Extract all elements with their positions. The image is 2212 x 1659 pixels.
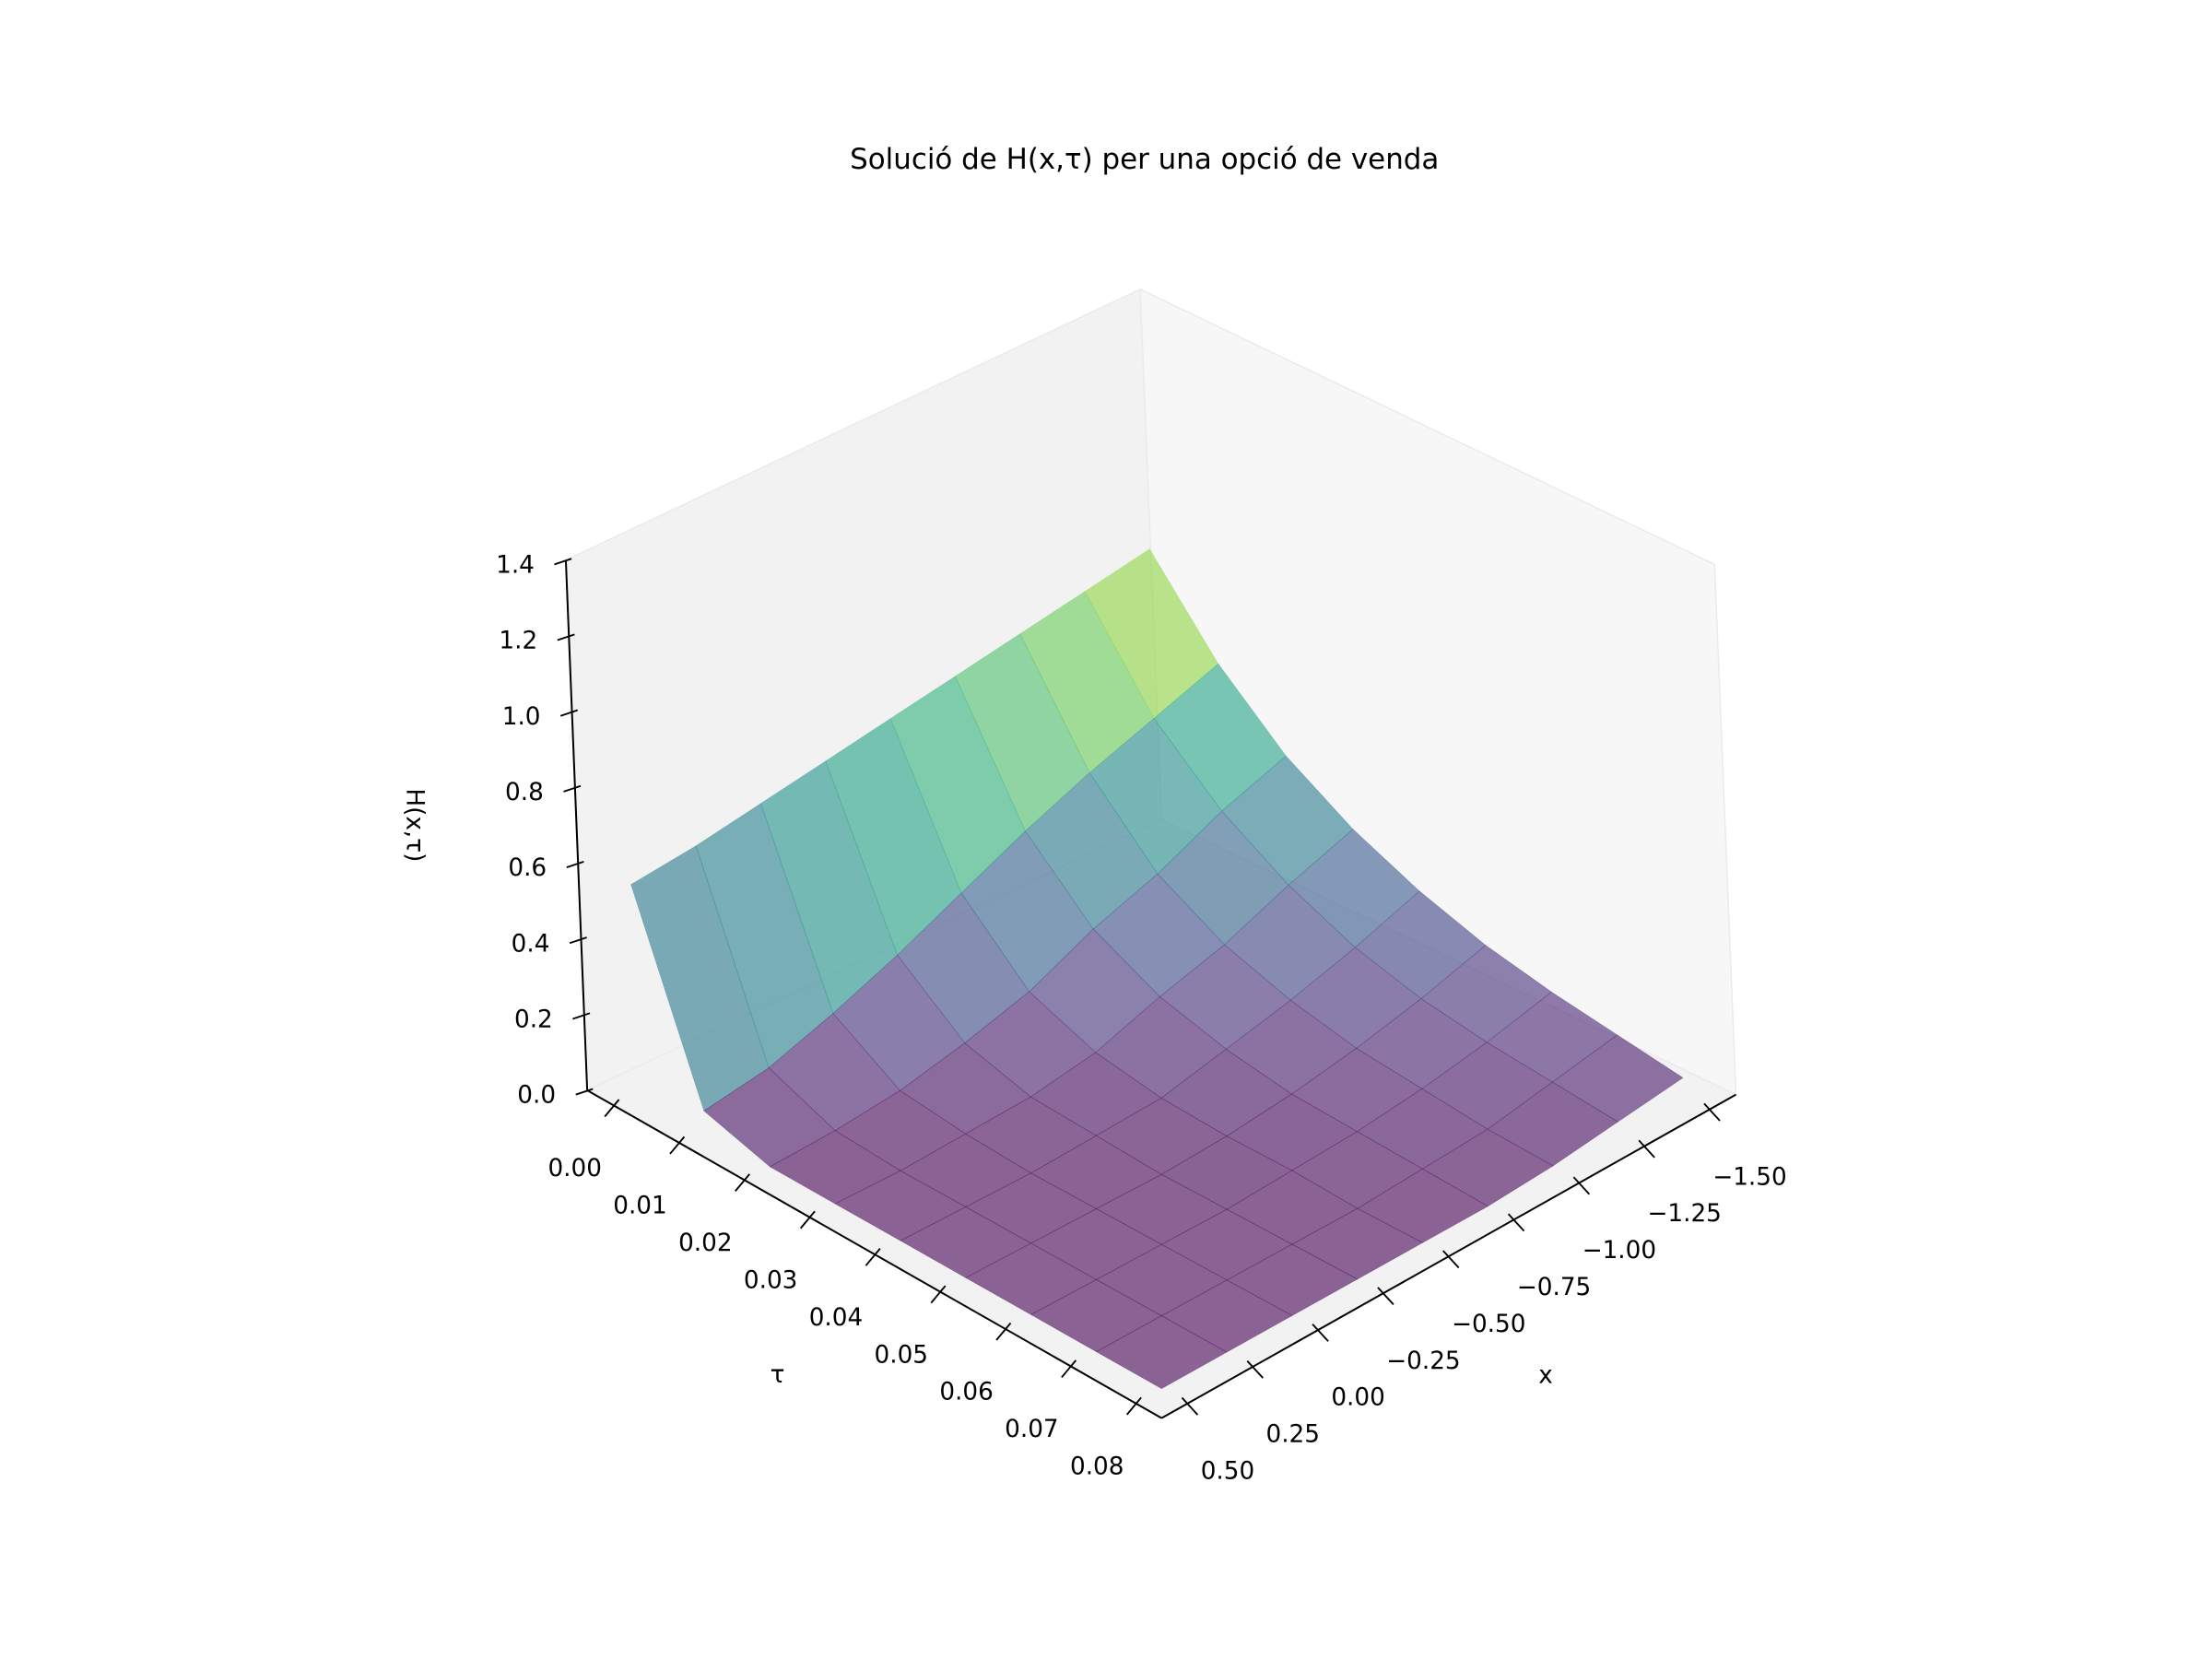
z-tick-label: 0.6 [508,854,547,882]
x-tick [1246,1360,1264,1379]
z-axis-label: H(x,τ) [401,788,429,862]
axis-line [564,559,589,1091]
x-tick-label: 0.50 [1201,1457,1254,1485]
z-tick-label: 0.2 [514,1006,553,1033]
y-tick [735,1173,750,1192]
z-tick-label: 1.0 [502,703,541,731]
z-tick [563,784,582,793]
x-tick-label: −0.25 [1386,1347,1461,1375]
x-tick [1181,1396,1199,1416]
y-tick-label: 0.04 [809,1304,863,1332]
x-tick-label: −1.25 [1647,1200,1722,1228]
z-tick-label: 1.4 [496,551,535,579]
y-tick-label: 0.03 [744,1266,797,1294]
x-tick [1703,1102,1721,1122]
y-tick-label: 0.07 [1005,1416,1058,1443]
x-tick [1507,1213,1525,1232]
z-tick-label: 0.4 [512,930,550,958]
x-axis-label: x [1538,1362,1553,1390]
y-tick-label: 0.05 [875,1341,928,1369]
x-tick [1377,1287,1394,1306]
z-tick-label: 0.0 [517,1082,556,1110]
x-tick-label: −0.50 [1452,1311,1526,1338]
z-tick [566,861,584,868]
y-tick [930,1285,947,1304]
z-tick [575,1088,594,1096]
z-tick [554,558,572,566]
y-tick-label: 0.00 [547,1155,601,1182]
x-tick [1442,1250,1460,1269]
x-tick-label: 0.25 [1266,1421,1320,1449]
x-tick-label: −1.50 [1712,1163,1787,1191]
z-tick-label: 0.8 [505,779,544,806]
x-tick-label: 0.00 [1331,1384,1384,1412]
y-axis-label: τ [771,1361,785,1389]
z-tick [559,709,579,717]
y-tick [865,1248,881,1266]
x-tick-label: −1.00 [1583,1237,1656,1265]
y-tick [995,1322,1012,1341]
x-tick [1572,1176,1591,1195]
x-tick-label: −0.75 [1517,1274,1592,1301]
y-tick-label: 0.01 [613,1193,666,1220]
y-tick-label: 0.06 [939,1379,993,1406]
z-tick [557,633,575,641]
y-tick [1061,1359,1077,1379]
x-tick [1312,1324,1329,1342]
y-tick [604,1099,620,1118]
y-tick-label: 0.08 [1070,1453,1124,1481]
chart-title: Solució de H(x,τ) per una opció de venda [850,143,1439,176]
y-tick-label: 0.02 [678,1230,732,1257]
y-tick [669,1135,686,1155]
z-tick [569,936,587,945]
z-tick [572,1012,591,1020]
y-tick [1125,1396,1142,1416]
y-tick [799,1210,816,1230]
z-tick-label: 1.2 [499,628,537,655]
surface-patch [1095,1315,1228,1390]
x-tick [1638,1139,1655,1159]
